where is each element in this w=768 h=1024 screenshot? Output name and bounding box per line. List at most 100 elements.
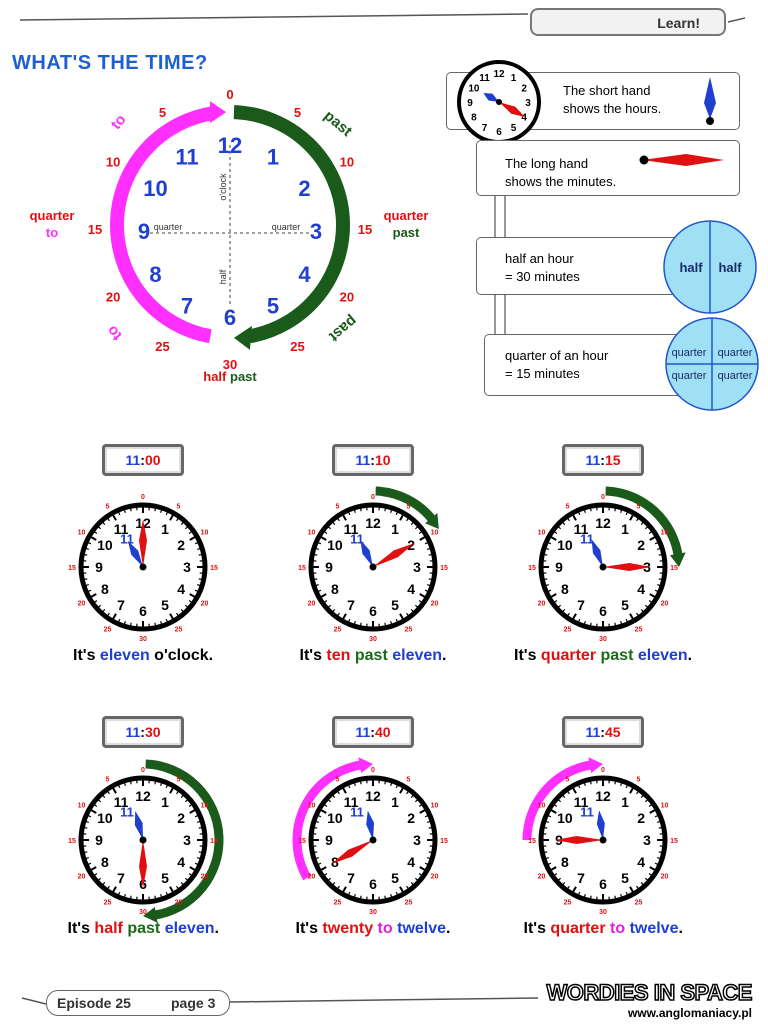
- clock-minute-label: 20: [431, 874, 439, 881]
- clock-number: 5: [621, 597, 629, 613]
- clock-tick: [649, 866, 656, 871]
- clock-tick: [583, 782, 586, 786]
- big-clock-hour: 7: [181, 293, 193, 318]
- clock-tick: [90, 536, 97, 541]
- clock-tick: [98, 799, 102, 803]
- clock-number: 1: [391, 521, 399, 537]
- clock-minute-label: 20: [78, 601, 86, 608]
- sentence-word: quarter: [550, 920, 606, 937]
- clock-tick: [84, 826, 88, 829]
- clock-tick: [90, 809, 97, 814]
- clock-tick: [359, 508, 362, 512]
- clock-number: 4: [177, 581, 185, 597]
- clock-tick: [194, 815, 199, 818]
- sentence-word: ten: [326, 647, 351, 664]
- digital-minute: 00: [144, 452, 161, 468]
- clock-tick: [657, 857, 661, 860]
- elapsed-arc: [605, 486, 683, 558]
- clock-tick: [395, 511, 398, 516]
- big-clock-hour: 3: [310, 219, 322, 244]
- digital-separator: :: [140, 724, 145, 740]
- clock-minute-label: 25: [405, 899, 413, 906]
- digital-hour: 11: [355, 452, 371, 468]
- clock-minute-label: 25: [104, 626, 112, 633]
- clock-tick: [554, 531, 558, 534]
- clock-number: 11: [574, 521, 589, 537]
- clock-tick: [198, 553, 202, 556]
- clock-tick: [572, 886, 577, 893]
- clock-minute-label: 10: [78, 530, 86, 537]
- clock-number: 5: [621, 870, 629, 886]
- to-word-bottom: to: [103, 322, 125, 344]
- clock-minute-label: 0: [141, 767, 145, 774]
- clock-number: 11: [344, 794, 359, 810]
- clock-minute-label: 30: [369, 909, 377, 916]
- clock-minute-label: 25: [175, 626, 183, 633]
- sentence-word: It's: [295, 920, 323, 937]
- clock-tick: [198, 826, 202, 829]
- big-clock-hour: 9: [138, 219, 150, 244]
- minute-hand: [331, 840, 373, 864]
- clock-number: 8: [101, 854, 109, 870]
- clock-minute-label: 15: [670, 565, 678, 572]
- half-past-caption: half past: [203, 369, 257, 384]
- big-clock-hour: 6: [224, 305, 236, 330]
- clock-tick: [418, 531, 422, 534]
- analog-clock: 12015210315420525630725820915101011511: [68, 759, 224, 923]
- clock-tick: [165, 891, 168, 896]
- clock-tick: [324, 804, 328, 807]
- clock-tick: [410, 522, 414, 526]
- clock-tick: [658, 851, 662, 854]
- clock-tick: [550, 593, 557, 598]
- quarter-bl-label: quarter: [672, 370, 707, 382]
- clock-tick: [342, 613, 347, 620]
- minute-hand: [373, 543, 415, 567]
- clock-tick: [169, 886, 174, 893]
- clock-tick: [87, 862, 92, 865]
- big-clock-hour: 11: [175, 145, 198, 170]
- clock-minute-label: 20: [201, 874, 209, 881]
- clock-number: 5: [161, 870, 169, 886]
- clock-tick: [384, 508, 387, 512]
- clock-tick: [636, 612, 639, 616]
- clock-tick: [188, 873, 192, 876]
- clock-tick: [197, 857, 201, 860]
- clock-tick: [410, 881, 414, 885]
- elapsed-arc: [145, 759, 224, 920]
- clock-minute-label: 10: [661, 803, 669, 810]
- long-hand-line1: The long hand: [505, 156, 589, 171]
- clock-number: 1: [621, 794, 629, 810]
- quarter-tl-label: quarter: [672, 347, 707, 359]
- clock-tick: [87, 542, 92, 545]
- clock-tick: [572, 787, 577, 794]
- mini-clock-number: 3: [525, 98, 531, 109]
- clock-tick: [102, 522, 106, 526]
- digital-separator: :: [140, 452, 145, 468]
- big-clock-minute: 20: [340, 290, 354, 305]
- clock-tick: [102, 795, 106, 799]
- clock-minute-label: 0: [371, 494, 375, 501]
- clock-tick: [320, 866, 327, 871]
- clock-number: 7: [347, 597, 355, 613]
- clock-center: [139, 563, 147, 571]
- clock-tick: [583, 621, 586, 625]
- digital-minute: 15: [604, 452, 621, 468]
- clock-tick: [419, 536, 426, 541]
- clock-tick: [424, 815, 429, 818]
- clock-tick: [427, 857, 431, 860]
- clock-tick: [317, 589, 322, 592]
- elapsed-arrow-head: [425, 513, 439, 529]
- clock-tick: [315, 820, 319, 823]
- clock-tick: [550, 866, 557, 871]
- clock-minute-label: 20: [308, 874, 316, 881]
- long-hand-box: The long hand shows the minutes.: [476, 140, 740, 196]
- clock-minute-label: 5: [637, 777, 641, 784]
- clock-minute-label: 20: [431, 601, 439, 608]
- clock-tick: [658, 553, 662, 556]
- digital-minute: 10: [374, 452, 391, 468]
- clock-tick: [169, 514, 174, 521]
- clock-tick: [160, 509, 163, 513]
- clock-tick: [324, 873, 328, 876]
- clock-tick: [90, 593, 97, 598]
- clock-tick: [550, 536, 557, 541]
